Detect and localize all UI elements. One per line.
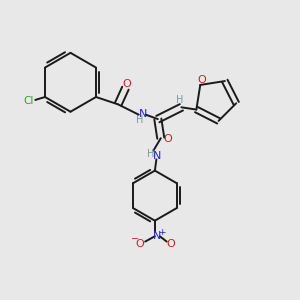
Text: +: + xyxy=(158,228,165,237)
Text: O: O xyxy=(197,75,206,85)
Text: O: O xyxy=(166,238,175,249)
Text: N: N xyxy=(153,151,161,161)
Text: −: − xyxy=(131,234,139,244)
Text: H: H xyxy=(147,149,154,159)
Text: H: H xyxy=(136,115,144,125)
Text: N: N xyxy=(153,231,161,241)
Text: N: N xyxy=(139,109,147,119)
Text: O: O xyxy=(136,238,145,249)
Text: O: O xyxy=(122,79,131,89)
Text: O: O xyxy=(163,134,172,144)
Text: Cl: Cl xyxy=(23,96,33,106)
Text: H: H xyxy=(176,95,184,105)
